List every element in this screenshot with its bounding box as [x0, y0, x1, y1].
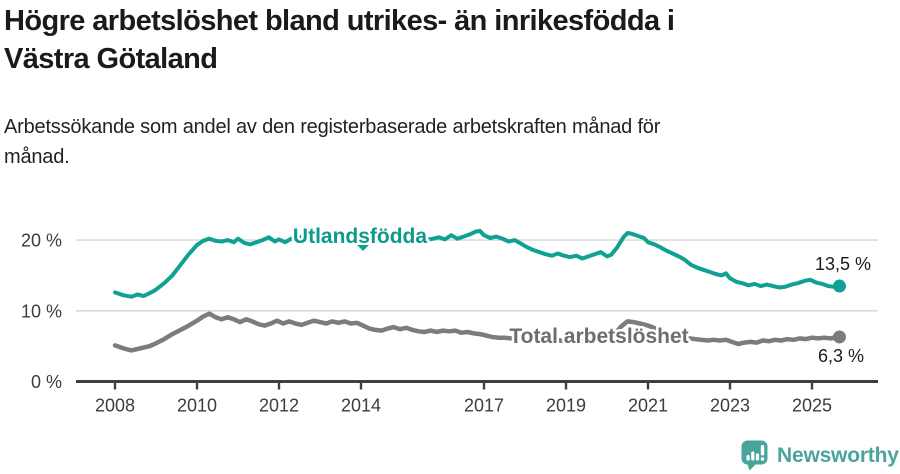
y-tick-label: 0 % — [31, 372, 62, 392]
title-line-1: Högre arbetslöshet bland utrikes- än inr… — [4, 5, 675, 37]
x-tick-label: 2023 — [710, 396, 750, 416]
x-tick-label: 2021 — [628, 396, 668, 416]
x-tick-label: 2010 — [177, 396, 217, 416]
x-tick-label: 2017 — [464, 396, 504, 416]
subtitle-line-2: månad. — [4, 146, 70, 168]
series-end-dot-0 — [832, 279, 846, 293]
end-value-label-utlandsfodda: 13,5 % — [815, 254, 871, 274]
x-tick-label: 2014 — [341, 396, 381, 416]
y-tick-label: 20 % — [21, 231, 62, 251]
x-tick-label: 2012 — [259, 396, 299, 416]
newsworthy-logo-icon — [741, 440, 768, 471]
subtitle-line-1: Arbetssökande som andel av den registerb… — [4, 116, 661, 138]
series-line-1 — [112, 311, 842, 353]
series-label-utlandsfodda: Utlandsfödda — [293, 225, 427, 248]
y-tick-label: 10 % — [21, 301, 62, 321]
series-lines — [112, 228, 846, 353]
x-tick-label: 2025 — [792, 396, 832, 416]
label-pointer-triangle-icon — [357, 245, 369, 251]
page-title: Högre arbetslöshet bland utrikes- än inr… — [4, 2, 675, 78]
series-label-total: Total arbetslöshet — [509, 325, 688, 348]
y-axis-labels: 0 % 10 % 20 % — [21, 231, 62, 392]
gridlines — [76, 239, 878, 312]
newsworthy-brand[interactable]: Newsworthy — [741, 440, 899, 471]
series-end-dot-1 — [832, 330, 846, 344]
end-value-label-total: 6,3 % — [818, 346, 864, 366]
title-line-2: Västra Götaland — [4, 43, 218, 75]
newsworthy-brand-text: Newsworthy — [777, 443, 899, 467]
x-tick-label: 2008 — [95, 396, 135, 416]
series-line-0 — [113, 228, 842, 299]
chart-subtitle: Arbetssökande som andel av den registerb… — [4, 112, 660, 172]
x-tick-label: 2019 — [546, 396, 586, 416]
x-axis: 2008 2010 2012 2014 2017 2019 2021 2023 2025 — [76, 380, 878, 416]
